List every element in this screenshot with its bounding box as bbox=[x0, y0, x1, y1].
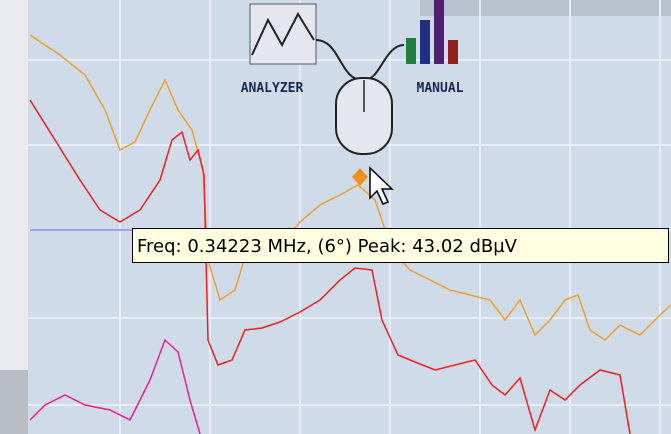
left-panel bbox=[0, 0, 28, 370]
plot: ANALYZER MANUAL bbox=[0, 0, 671, 434]
icon-label[interactable]: MANUAL bbox=[417, 81, 464, 96]
screen: ANALYZER MANUAL Freq: 0.34223 MHz, (6°) … bbox=[0, 0, 671, 434]
peak-marker bbox=[352, 168, 368, 186]
grid bbox=[28, 0, 671, 434]
left-panel-shadow bbox=[0, 370, 28, 434]
icon-label[interactable]: ANALYZER bbox=[241, 81, 304, 96]
window-shadow bbox=[420, 0, 671, 16]
analyzer-icon: ANALYZER bbox=[241, 4, 316, 96]
tooltip: Freq: 0.34223 MHz, (6°) Peak: 43.02 dBµV bbox=[132, 228, 669, 263]
pink-trace bbox=[30, 340, 200, 434]
